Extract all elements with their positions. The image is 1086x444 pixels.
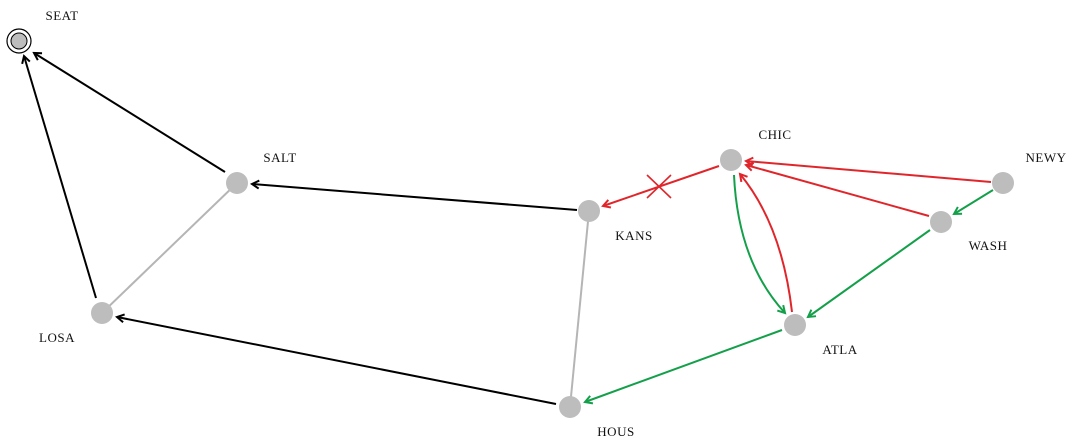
labels: SEAT SALT LOSA KANS CHIC NEWY WASH ATLA … [39,8,1067,439]
node [226,172,248,194]
edges [24,53,994,408]
node [578,200,600,222]
node [930,211,952,233]
node [91,302,113,324]
edge [740,174,793,313]
node-label: WASH [969,238,1008,253]
node [559,396,581,418]
node [992,172,1014,194]
edge [252,184,578,211]
node [784,314,806,336]
node-label: ATLA [822,342,857,357]
node-label: LOSA [39,330,75,345]
edge [585,329,783,402]
edge [746,165,930,217]
edge [34,53,226,173]
node [720,149,742,171]
edge [117,317,557,405]
node [10,32,28,50]
edge [101,182,238,314]
cut-mark [646,174,672,199]
node-label: SALT [263,150,296,165]
node-label: NEWY [1026,150,1067,165]
node-label: KANS [615,228,652,243]
node-label: HOUS [597,424,634,439]
node-label: CHIC [758,127,791,142]
edge [569,210,590,408]
edge [808,229,931,317]
edge [746,161,992,183]
edge [603,165,720,206]
nodes [6,28,1014,418]
edge [733,174,785,313]
edge [954,189,994,214]
node-label: SEAT [45,8,78,23]
edge [24,56,97,299]
